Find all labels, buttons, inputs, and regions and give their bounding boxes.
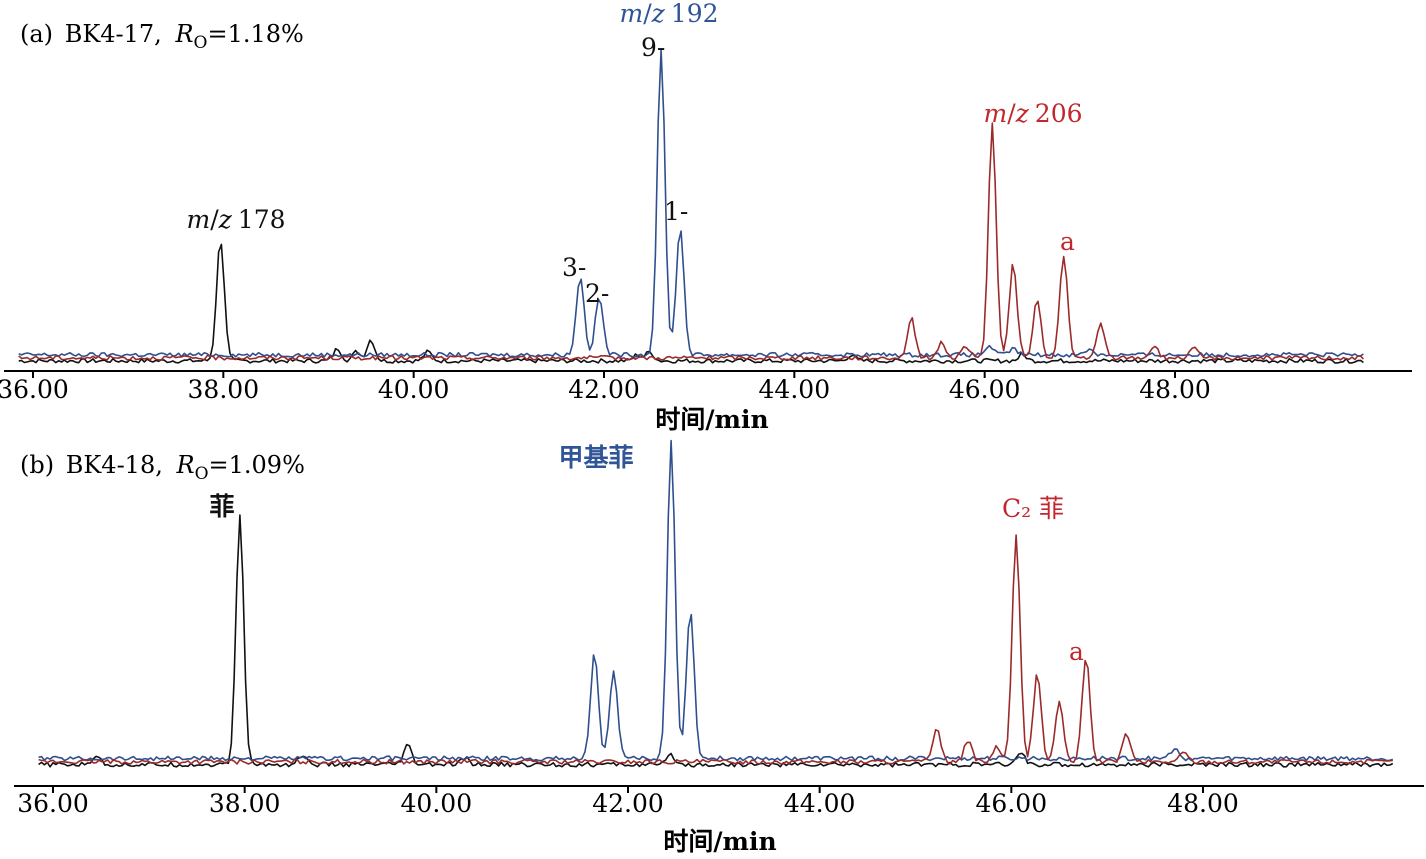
peak-label-9: 9-: [641, 33, 665, 62]
panel-a: (a) BK4-17, RO=1.18% 36.00 38.00 40.00 42.0…: [0, 0, 1412, 434]
panel-b-x-label: 时间/min: [663, 827, 776, 856]
panel-b-x-ticks: 36.00 38.00 40.00 42.00 44.00 46.00 48.00: [17, 786, 1239, 818]
peak-label-3: 3-: [562, 253, 586, 282]
x-tick-label: 44.00: [784, 789, 856, 818]
panel-b-title: (b) BK4-18, RO=1.09%: [20, 451, 305, 484]
x-tick-label: 46.00: [976, 789, 1048, 818]
x-tick-label: 42.00: [568, 375, 640, 404]
panel-a-traces: [18, 49, 1364, 364]
x-tick-label: 48.00: [1139, 375, 1211, 404]
x-tick-label: 38.00: [209, 789, 281, 818]
x-tick-label: 44.00: [759, 375, 831, 404]
annotation-methylphenanthrene: 甲基菲: [558, 443, 633, 472]
series-blue-trace: [38, 439, 1394, 762]
annotation-mz192: m/z 192: [619, 0, 718, 28]
x-tick-label: 36.00: [17, 789, 89, 818]
annotation-mz178: m/z 178: [186, 205, 285, 234]
panel-a-title: (a) BK4-17, RO=1.18%: [20, 20, 304, 53]
annotation-c2-phenanthrene: C₂ 菲: [1002, 494, 1064, 523]
annotation-mz206: m/z 206: [983, 99, 1082, 128]
series-black-trace: [38, 514, 1394, 768]
panel-a-x-label: 时间/min: [655, 405, 768, 434]
peak-label-1: 1-: [664, 197, 688, 226]
panel-a-x-ticks: 36.00 38.00 40.00 42.00 44.00 46.00 48.00: [0, 371, 1211, 404]
series-black-trace: [18, 243, 1364, 364]
series-blue-trace: [18, 49, 1364, 358]
x-tick-label: 42.00: [592, 789, 664, 818]
series-red-trace: [38, 534, 1393, 765]
x-tick-label: 36.00: [0, 375, 69, 404]
panel-b: (b) BK4-18, RO=1.09% 36.00 38.00 40.00 42.0…: [14, 439, 1424, 856]
series-red-trace: [18, 122, 1364, 361]
x-tick-label: 38.00: [188, 375, 260, 404]
peak-label-a: a: [1060, 227, 1075, 256]
x-tick-label: 46.00: [949, 375, 1021, 404]
x-tick-label: 40.00: [378, 375, 450, 404]
peak-label-a-b: a: [1069, 637, 1084, 666]
panel-b-traces: [38, 439, 1394, 768]
annotation-phenanthrene: 菲: [209, 492, 234, 521]
x-tick-label: 48.00: [1167, 789, 1239, 818]
peak-label-2: 2-: [585, 279, 609, 308]
x-tick-label: 40.00: [401, 789, 473, 818]
